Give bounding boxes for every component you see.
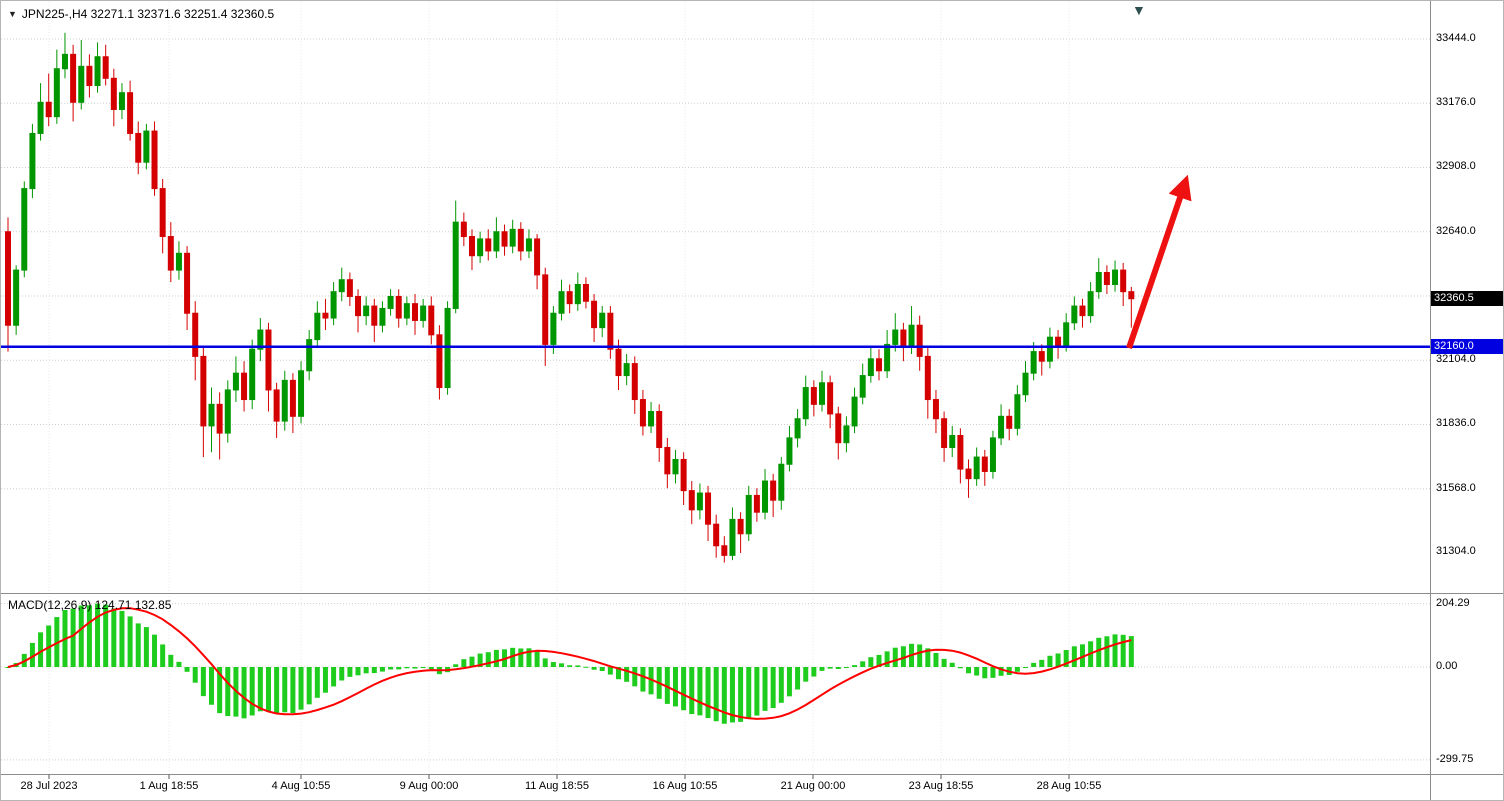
level-price-tag: 32160.0 bbox=[1431, 339, 1503, 355]
symbol-collapse-icon[interactable]: ▼ bbox=[8, 9, 17, 19]
indicator-axis-label: -299.75 bbox=[1436, 752, 1474, 765]
time-axis-label: 4 Aug 10:55 bbox=[271, 780, 331, 792]
price-axis-label: 33444.0 bbox=[1436, 32, 1476, 44]
price-axis-label: 32640.0 bbox=[1436, 224, 1476, 237]
symbol-info: ▼ JPN225-,H4 32271.1 32371.6 32251.4 323… bbox=[8, 7, 274, 21]
time-axis-label: 1 Aug 18:55 bbox=[139, 780, 199, 792]
time-axis-label: 11 Aug 18:55 bbox=[524, 780, 590, 792]
price-axis[interactable]: 33444.0 33176.0 32908.0 32640.0 32104.0 31836… bbox=[1434, 1, 1503, 800]
current-price-tag: 32360.5 bbox=[1431, 291, 1503, 307]
time-axis-label: 28 Aug 10:55 bbox=[1036, 780, 1102, 792]
price-axis-label: 32104.0 bbox=[1436, 353, 1476, 366]
price-axis-label: 31568.0 bbox=[1436, 481, 1476, 494]
indicator-axis-label: 0.00 bbox=[1436, 660, 1458, 672]
time-axis-label: 16 Aug 10:55 bbox=[652, 780, 718, 792]
time-axis-label: 21 Aug 00:00 bbox=[780, 780, 846, 792]
price-axis-label: 31304.0 bbox=[1436, 545, 1476, 557]
time-axis-label: 23 Aug 18:55 bbox=[908, 780, 974, 792]
trend-arrow[interactable] bbox=[1126, 174, 1192, 349]
indicator-label: MACD(12,26,9) 124.71 132.85 bbox=[8, 598, 172, 612]
price-axis-label: 32908.0 bbox=[1436, 160, 1476, 173]
time-axis-label: 28 Jul 2023 bbox=[20, 780, 78, 792]
chart-shift-marker-icon[interactable]: ▼ bbox=[1132, 2, 1146, 18]
time-axis[interactable]: 28 Jul 2023 1 Aug 18:55 4 Aug 10:55 9 Aug 0… bbox=[1, 777, 1430, 800]
price-axis-label: 31836.0 bbox=[1436, 417, 1476, 430]
time-axis-label: 9 Aug 00:00 bbox=[399, 780, 459, 792]
symbol-ohlc-text: JPN225-,H4 32271.1 32371.6 32251.4 32360… bbox=[21, 7, 275, 21]
price-axis-label: 33176.0 bbox=[1436, 96, 1476, 109]
indicator-axis-label: 204.29 bbox=[1436, 596, 1470, 609]
